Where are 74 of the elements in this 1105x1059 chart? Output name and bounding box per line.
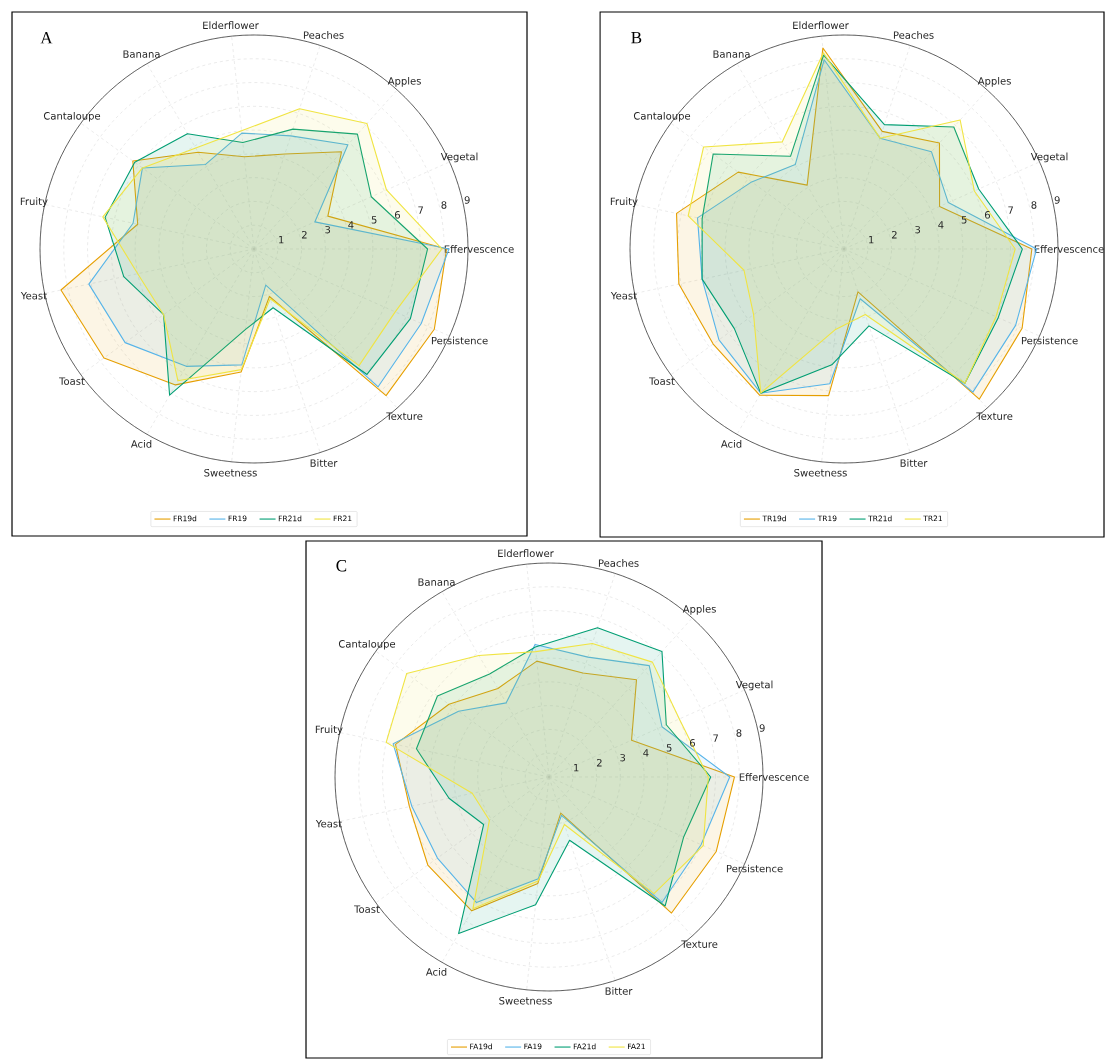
spoke-label: Vegetal <box>735 680 773 691</box>
spoke-label: Sweetness <box>794 468 847 477</box>
spoke-label: Banana <box>123 50 160 58</box>
spoke-label: Vegetal <box>440 152 478 163</box>
y-tick-label: 7 <box>418 206 424 214</box>
spoke-label: Toast <box>649 377 675 385</box>
spoke-label: Texture <box>386 412 423 420</box>
spoke-label: Acid <box>425 967 447 976</box>
spoke-label: Persistence <box>431 336 488 345</box>
y-tick-label: 3 <box>325 225 331 234</box>
y-tick-label: 6 <box>689 739 695 747</box>
y-tick-label: 8 <box>1031 201 1037 209</box>
spoke-label: Elderflower <box>793 21 849 30</box>
y-tick-label: 1 <box>574 764 579 772</box>
chart-title: B <box>631 32 642 44</box>
spoke-label: Texture <box>976 412 1013 420</box>
spoke-label: Texture <box>681 940 718 948</box>
y-tick-label: 5 <box>371 216 377 224</box>
spoke-label: Apples <box>977 76 1011 87</box>
spoke-label: Fruity <box>20 197 48 208</box>
y-tick-label: 5 <box>666 744 672 752</box>
y-tick-label: 9 <box>464 196 470 204</box>
chart-title: C <box>336 559 347 572</box>
spoke-label: Banana <box>713 50 750 58</box>
spoke-label: Peaches <box>893 31 934 39</box>
chart-title: A <box>40 32 53 44</box>
spoke-label: Toast <box>59 377 85 385</box>
y-tick-label: 3 <box>620 753 626 762</box>
y-tick-label: 7 <box>713 734 719 742</box>
y-tick-label: 9 <box>1054 196 1060 204</box>
y-tick-label: 3 <box>915 225 921 234</box>
spoke-label: Cantaloupe <box>43 111 101 122</box>
spoke-label: Persistence <box>1021 336 1078 345</box>
y-tick-label: 6 <box>984 211 990 219</box>
spoke-label: Cantaloupe <box>338 639 396 650</box>
spoke-label: Elderflower <box>498 549 554 558</box>
y-tick-label: 4 <box>938 221 944 229</box>
spoke-label: Bitter <box>605 987 633 995</box>
spoke-label: Yeast <box>610 292 637 300</box>
spoke-label: Sweetness <box>499 996 552 1005</box>
y-tick-label: 4 <box>348 221 354 229</box>
y-tick-label: 7 <box>1008 206 1014 214</box>
spoke-label: Vegetal <box>1030 152 1068 163</box>
y-tick-label: 1 <box>869 236 874 244</box>
y-tick-label: 2 <box>596 758 602 767</box>
spoke-label: Fruity <box>610 197 638 208</box>
y-tick-label: 4 <box>643 749 649 757</box>
y-tick-label: 9 <box>759 724 765 732</box>
spoke-label: Persistence <box>726 864 783 873</box>
spoke-label: Fruity <box>315 725 343 736</box>
spoke-label: Effervescence <box>444 245 514 253</box>
y-tick-label: 8 <box>441 201 447 209</box>
y-tick-label: 2 <box>891 230 897 239</box>
spoke-label: Yeast <box>315 820 342 828</box>
spoke-label: Apples <box>682 604 716 615</box>
spoke-label: Toast <box>354 905 380 913</box>
spoke-label: Peaches <box>598 559 639 567</box>
spoke-label: Yeast <box>20 292 47 300</box>
spoke-label: Sweetness <box>204 468 257 477</box>
spoke-label: Cantaloupe <box>633 111 691 122</box>
y-tick-label: 8 <box>736 729 742 737</box>
spoke-label: Banana <box>418 578 455 586</box>
y-tick-label: 5 <box>961 216 967 224</box>
spoke-label: Acid <box>130 439 152 448</box>
spoke-label: Effervescence <box>739 773 809 781</box>
spoke-label: Peaches <box>303 31 344 39</box>
y-tick-label: 1 <box>279 236 284 244</box>
y-tick-label: 6 <box>394 211 400 219</box>
spoke-label: Elderflower <box>203 21 259 30</box>
y-tick-label: 2 <box>301 230 307 239</box>
spoke-label: Apples <box>387 76 421 87</box>
spoke-label: Bitter <box>900 459 928 467</box>
spoke-label: Bitter <box>310 459 338 467</box>
spoke-label: Acid <box>720 439 742 448</box>
